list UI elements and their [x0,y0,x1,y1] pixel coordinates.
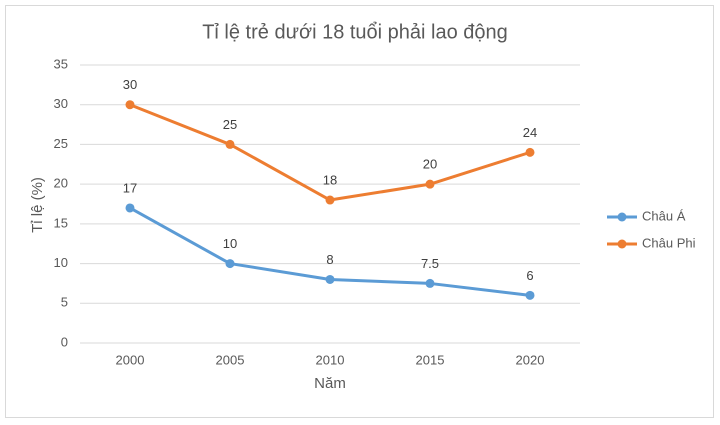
data-point [325,274,335,284]
data-point [425,179,435,189]
legend-label: Châu Phi [642,235,696,250]
data-point [525,147,535,157]
data-point [125,203,135,213]
data-label: 24 [523,125,537,140]
legend-marker [617,239,627,249]
y-tick-label: 15 [54,215,68,230]
data-label: 8 [326,252,333,267]
x-tick-label: 2010 [316,352,345,367]
y-tick-label: 35 [54,56,68,71]
data-point [125,100,135,110]
x-tick-label: 2000 [116,352,145,367]
chart-border [5,5,714,418]
y-tick-label: 20 [54,176,68,191]
data-point [225,259,235,269]
x-axis-title: Năm [314,375,346,392]
legend-marker [617,212,627,222]
data-point [225,139,235,149]
data-label: 25 [223,117,237,132]
y-axis-title: Tỉ lệ (%) [29,177,46,233]
data-point [525,290,535,300]
legend-label: Châu Á [642,208,686,223]
chart-title: Tỉ lệ trẻ dưới 18 tuổi phải lao động [202,21,508,43]
data-label: 10 [223,236,237,251]
data-label: 20 [423,157,437,172]
y-tick-label: 0 [61,334,68,349]
x-tick-label: 2005 [216,352,245,367]
data-label: 30 [123,77,137,92]
data-label: 17 [123,180,137,195]
x-tick-label: 2020 [516,352,545,367]
data-label: 18 [323,172,337,187]
data-label: 6 [526,268,533,283]
data-point [425,278,435,288]
y-tick-label: 5 [61,295,68,310]
x-tick-label: 2015 [416,352,445,367]
y-tick-label: 10 [54,255,68,270]
y-tick-label: 25 [54,136,68,151]
data-point [325,195,335,205]
data-label: 7.5 [421,256,439,271]
y-tick-label: 30 [54,96,68,111]
